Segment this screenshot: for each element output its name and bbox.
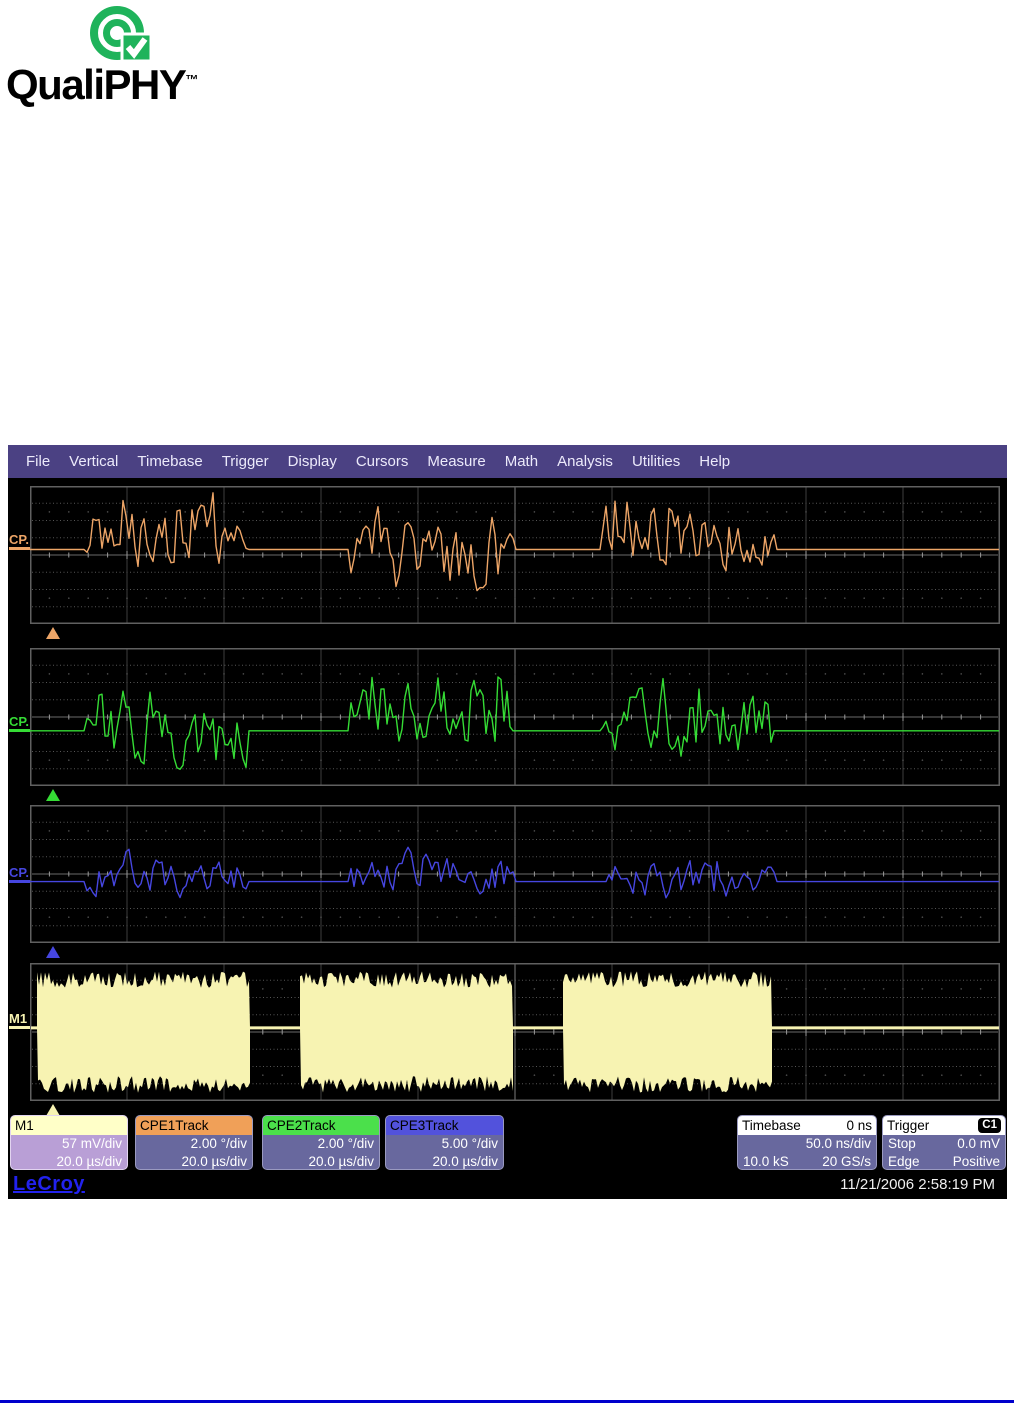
- trigger-marker-icon-2[interactable]: [46, 789, 60, 801]
- descriptor-row: M1 57 mV/div 20.0 µs/div CPE1Track 2.00 …: [8, 1115, 1007, 1172]
- descriptor-cpe1track[interactable]: CPE1Track 2.00 °/div 20.0 µs/div: [135, 1115, 253, 1170]
- descriptor-cpe1-vdiv: 2.00 °/div: [190, 1136, 247, 1151]
- scope-menu-bar: File Vertical Timebase Trigger Display C…: [8, 445, 1007, 478]
- scope-status-bar: LeCroy 11/21/2006 2:58:19 PM: [8, 1172, 1007, 1199]
- timebase-rate: 20 GS/s: [822, 1154, 871, 1169]
- timebase-offset: 0 ns: [846, 1118, 872, 1133]
- waveform-grid-2: [30, 648, 1000, 786]
- trigger-title: Trigger: [887, 1118, 930, 1133]
- descriptor-cpe1-tdiv: 20.0 µs/div: [181, 1154, 247, 1169]
- trigger-marker-icon-1[interactable]: [46, 627, 60, 639]
- waveform-trace-cpe1: [30, 486, 1000, 624]
- menu-item-math[interactable]: Math: [504, 453, 539, 470]
- menu-item-trigger[interactable]: Trigger: [221, 453, 269, 470]
- trigger-type: Edge: [888, 1154, 920, 1169]
- trigger-marker-icon-4[interactable]: [46, 1104, 60, 1116]
- trigger-source-badge: C1: [978, 1118, 1001, 1133]
- menu-item-help[interactable]: Help: [699, 453, 731, 470]
- lecroy-logo: LeCroy: [13, 1173, 85, 1195]
- trigger-mode: Stop: [888, 1136, 916, 1151]
- descriptor-cpe2-vdiv: 2.00 °/div: [317, 1136, 374, 1151]
- trace-label-cpe3: CP.: [9, 865, 30, 883]
- trademark-symbol: ™: [185, 72, 199, 87]
- descriptor-cpe3-vdiv: 5.00 °/div: [441, 1136, 498, 1151]
- timebase-title: Timebase: [742, 1118, 801, 1133]
- descriptor-cpe3-tdiv: 20.0 µs/div: [432, 1154, 498, 1169]
- menu-item-display[interactable]: Display: [287, 453, 337, 470]
- timestamp: 11/21/2006 2:58:19 PM: [840, 1176, 995, 1193]
- menu-item-analysis[interactable]: Analysis: [557, 453, 613, 470]
- waveform-panel-cpe2: CP.: [8, 648, 1007, 804]
- waveform-panel-m1: M1: [8, 963, 1007, 1119]
- descriptor-timebase[interactable]: Timebase 0 ns 50.0 ns/div 10.0 kS 20 GS/…: [737, 1115, 877, 1170]
- waveform-trace-m1: [30, 963, 1000, 1101]
- waveform-grid-3: [30, 805, 1000, 943]
- waveform-grid-4: [30, 963, 1000, 1101]
- menu-item-file[interactable]: File: [26, 453, 51, 470]
- trace-label-cpe1: CP.: [9, 533, 30, 551]
- timebase-samples: 10.0 kS: [743, 1154, 789, 1169]
- trace-label-cpe2: CP.: [9, 714, 30, 732]
- waveform-panel-cpe1: CP.: [8, 486, 1007, 642]
- descriptor-m1-vdiv: 57 mV/div: [61, 1136, 122, 1151]
- descriptor-m1-tdiv: 20.0 µs/div: [56, 1154, 122, 1169]
- qualiphy-mark-icon: [90, 6, 153, 63]
- descriptor-cpe3track[interactable]: CPE3Track 5.00 °/div 20.0 µs/div: [385, 1115, 504, 1170]
- footer-rule: [0, 1400, 1014, 1403]
- waveform-trace-cpe2: [30, 648, 1000, 786]
- descriptor-trigger[interactable]: Trigger C1 Stop 0.0 mV Edge Positive: [882, 1115, 1006, 1170]
- menu-item-vertical[interactable]: Vertical: [69, 453, 119, 470]
- descriptor-cpe1-title: CPE1Track: [136, 1116, 252, 1135]
- trace-label-m1: M1: [9, 1011, 30, 1029]
- waveform-trace-cpe3: [30, 805, 1000, 943]
- menu-item-measure[interactable]: Measure: [427, 453, 486, 470]
- qualiphy-logo: QualiPHY™: [6, 6, 286, 114]
- descriptor-cpe3-title: CPE3Track: [386, 1116, 503, 1135]
- descriptor-cpe2-tdiv: 20.0 µs/div: [308, 1154, 374, 1169]
- waveform-panel-cpe3: CP.: [8, 805, 1007, 961]
- menu-item-cursors[interactable]: Cursors: [355, 453, 409, 470]
- descriptor-m1-title: M1: [11, 1116, 127, 1135]
- menu-item-timebase[interactable]: Timebase: [137, 453, 203, 470]
- descriptor-cpe2-title: CPE2Track: [263, 1116, 379, 1135]
- timebase-per-div: 50.0 ns/div: [805, 1136, 871, 1151]
- trigger-marker-icon-3[interactable]: [46, 946, 60, 958]
- qualiphy-text: QualiPHY: [6, 61, 187, 108]
- descriptor-m1[interactable]: M1 57 mV/div 20.0 µs/div: [10, 1115, 128, 1170]
- waveform-grid-1: [30, 486, 1000, 624]
- descriptor-cpe2track[interactable]: CPE2Track 2.00 °/div 20.0 µs/div: [262, 1115, 380, 1170]
- trigger-level: 0.0 mV: [957, 1136, 1000, 1151]
- oscilloscope-screenshot: File Vertical Timebase Trigger Display C…: [8, 445, 1007, 1199]
- trigger-slope: Positive: [952, 1154, 1000, 1169]
- menu-item-utilities[interactable]: Utilities: [631, 453, 681, 470]
- qualiphy-wordmark: QualiPHY™: [6, 56, 198, 109]
